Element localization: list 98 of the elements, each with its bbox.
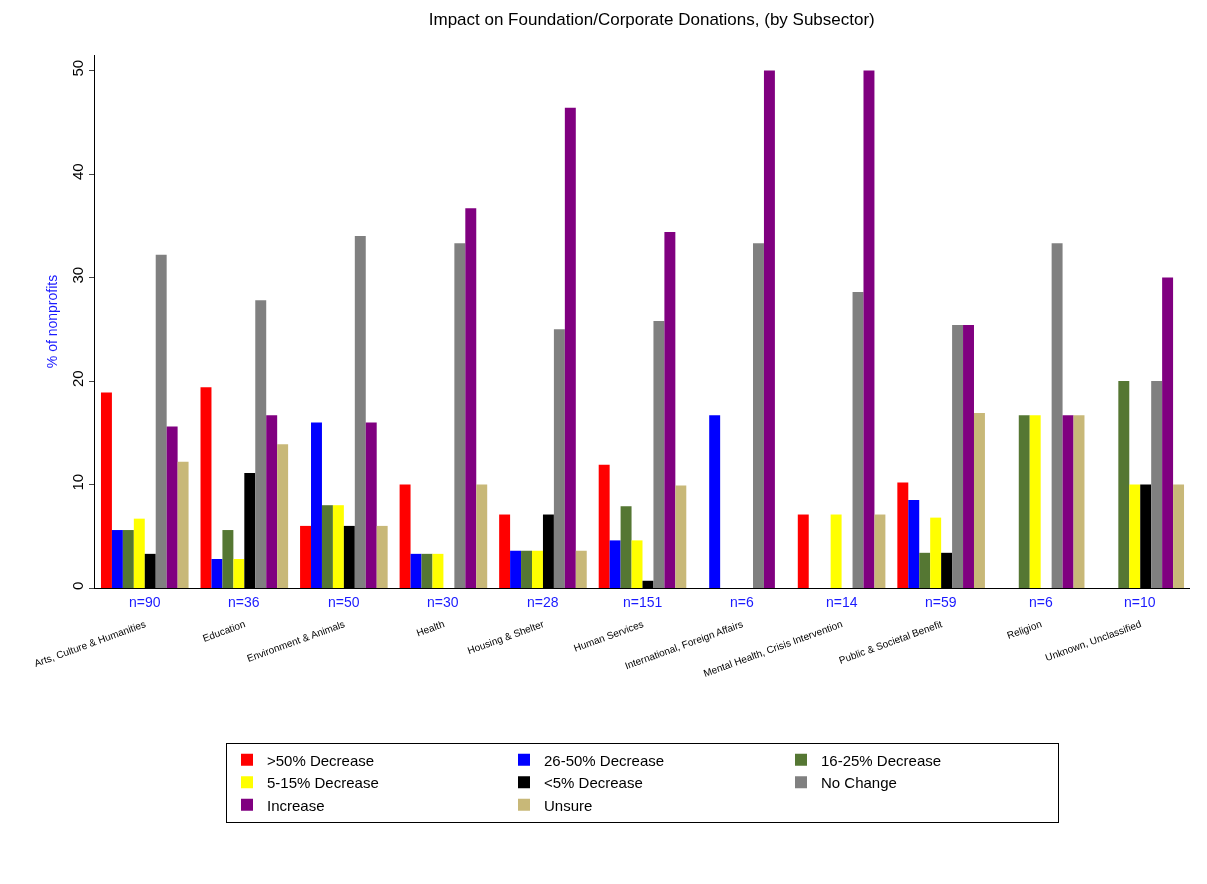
bar (620, 506, 632, 588)
bar (1073, 415, 1085, 588)
y-tick-label: 30 (69, 266, 86, 284)
bar (300, 525, 312, 588)
bar (1129, 484, 1141, 588)
bar (631, 540, 643, 588)
bar (852, 292, 864, 588)
bar (521, 550, 532, 588)
bar (1173, 484, 1185, 588)
bar (222, 530, 234, 588)
legend-label: 16-25% Decrease (821, 751, 942, 769)
bar (797, 514, 809, 588)
bar (332, 505, 344, 588)
legend-label: No Change (821, 774, 897, 792)
bar (575, 550, 587, 588)
bar (952, 325, 964, 588)
bar (664, 231, 676, 588)
bar (1151, 381, 1163, 588)
y-axis-title: % of nonprofits (44, 274, 60, 369)
chart-title: Impact on Foundation/Corporate Donations, (by Subsector) (428, 10, 875, 30)
y-tick-label: 10 (69, 473, 86, 491)
bar (311, 422, 322, 588)
text: n=151 (623, 594, 663, 610)
bar (763, 70, 775, 588)
bar (1062, 415, 1074, 588)
y-tick-label: 50 (69, 59, 86, 77)
bar (399, 484, 411, 588)
bar (465, 208, 477, 588)
bar (908, 500, 920, 588)
bar (1162, 277, 1174, 588)
bar (532, 550, 543, 588)
bar (1051, 243, 1063, 588)
legend-label: Unsure (544, 796, 593, 814)
legend-label: <5% Decrease (544, 774, 643, 792)
bar (609, 540, 621, 588)
bar (421, 553, 433, 588)
bar (919, 552, 931, 588)
bar (133, 518, 145, 588)
bar (553, 329, 565, 588)
bar (930, 517, 942, 588)
bar (1018, 415, 1030, 588)
bar (122, 530, 134, 588)
bar (1118, 381, 1130, 588)
x-tick-label: Human Services (572, 618, 645, 654)
legend-label: Increase (267, 796, 325, 814)
bar (365, 422, 377, 588)
bar (410, 553, 422, 588)
text: n=6 (1029, 594, 1053, 610)
x-tick-label: Health (414, 618, 446, 639)
text: n=59 (925, 594, 957, 610)
y-tick-label: 0 (69, 581, 86, 590)
bar (874, 514, 886, 588)
text: n=90 (129, 594, 161, 610)
bar (277, 444, 289, 588)
bar (111, 530, 123, 588)
bar (211, 559, 223, 588)
text: n=14 (826, 594, 858, 610)
bar (963, 325, 974, 588)
bar (255, 300, 267, 588)
x-tick-label: Housing & Shelter (465, 618, 546, 657)
x-tick-label: Religion (1005, 618, 1044, 641)
bar (200, 387, 212, 588)
text: n=6 (730, 594, 754, 610)
bar (675, 485, 687, 588)
bar (973, 413, 985, 588)
text: n=10 (1124, 594, 1156, 610)
bar (897, 482, 909, 588)
text: n=50 (328, 594, 360, 610)
text: n=36 (228, 594, 260, 610)
bar (709, 415, 721, 588)
bar (1029, 415, 1041, 588)
bar (863, 70, 875, 588)
legend-label: >50% Decrease (267, 751, 375, 769)
bar (564, 107, 576, 588)
bar (376, 525, 388, 588)
bar (454, 243, 466, 588)
bar (653, 320, 665, 588)
legend-label: 5-15% Decrease (267, 774, 379, 792)
text: n=30 (427, 594, 459, 610)
bar (598, 464, 610, 588)
bar (155, 254, 167, 588)
bar (830, 514, 842, 588)
bar (354, 236, 366, 588)
text: n=28 (527, 594, 559, 610)
bar (321, 505, 333, 588)
y-tick-label: 40 (69, 163, 86, 181)
bar (510, 550, 522, 588)
bar (753, 243, 764, 588)
bar (266, 415, 278, 588)
bar (432, 553, 444, 588)
bar (177, 461, 189, 588)
bar (499, 514, 511, 588)
legend-label: 26-50% Decrease (544, 751, 665, 769)
bar (476, 484, 488, 588)
bar (233, 559, 245, 588)
y-tick-label: 20 (69, 370, 86, 388)
bar (166, 426, 178, 588)
bar (100, 392, 112, 588)
